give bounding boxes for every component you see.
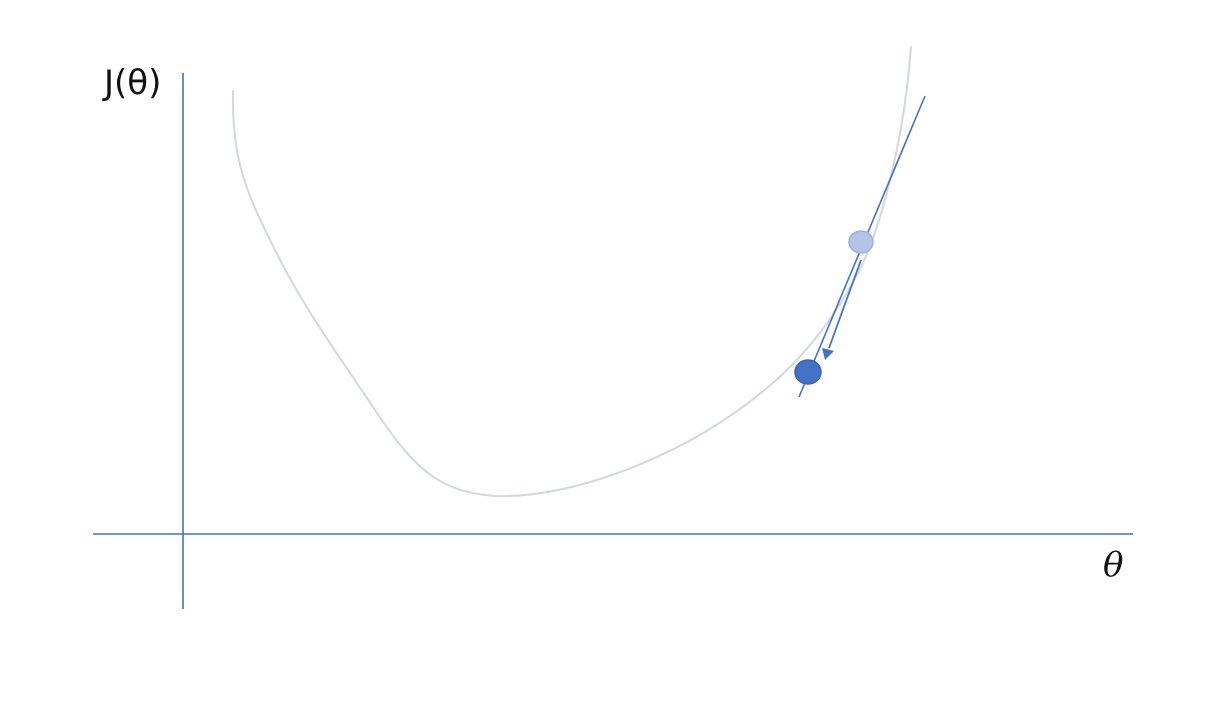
step-arrow <box>822 259 862 360</box>
start-point <box>848 230 874 254</box>
end-point <box>794 359 822 385</box>
x-axis-label: θ <box>1103 545 1124 585</box>
step-arrow-head <box>822 348 834 360</box>
cost-curve <box>231 45 912 498</box>
step-arrow-shaft <box>828 259 862 349</box>
y-axis-label: J(θ) <box>104 63 162 103</box>
